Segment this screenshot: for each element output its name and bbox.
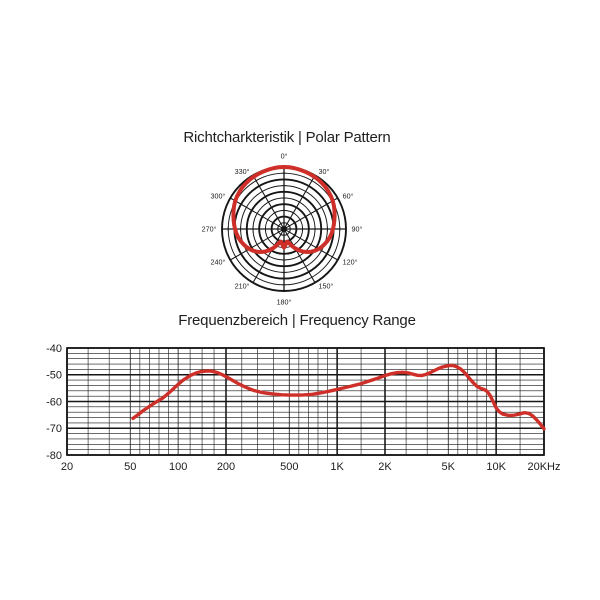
polar-angle-label: 180° — [277, 298, 292, 307]
freq-x-tick-label: 10K — [486, 461, 506, 473]
freq-y-tick-label: -70 — [46, 423, 62, 435]
polar-angle-label: 330° — [235, 167, 250, 176]
freq-x-tick-label: 200 — [217, 461, 235, 473]
freq-y-tick-label: -50 — [46, 370, 62, 382]
freq-y-tick-label: -40 — [46, 343, 62, 355]
polar-angle-label: 30° — [319, 167, 330, 176]
freq-x-tick-label: 500 — [280, 461, 298, 473]
freq-x-tick-label: 2K — [378, 461, 392, 473]
polar-angle-label: 240° — [210, 257, 225, 266]
polar-angle-label: 150° — [319, 282, 334, 291]
frequency-response-curve — [131, 363, 546, 431]
freq-x-tick-label: 1K — [330, 461, 344, 473]
freq-y-tick-label: -80 — [46, 450, 62, 462]
freq-x-axis-labels: 20 50 100 200 500 1K 2K 5K 10K 20KHz — [61, 461, 561, 473]
polar-grid — [221, 166, 347, 292]
polar-center-dot — [281, 226, 287, 232]
freq-y-tick-label: -60 — [46, 396, 62, 408]
freq-x-tick-label: 5K — [442, 461, 456, 473]
polar-section-title: Richtcharkteristik | Polar Pattern — [183, 129, 391, 146]
polar-pattern-chart: 0° 30° 60° 90° 120° 150° 180° 210° 240° 270° 300° 3… — [202, 152, 363, 307]
freq-x-tick-label: 20KHz — [527, 461, 560, 473]
freq-x-tick-label: 100 — [169, 461, 187, 473]
polar-angle-label: 120° — [343, 257, 358, 266]
freq-x-tick-label: 50 — [124, 461, 136, 473]
polar-angle-label: 270° — [202, 224, 217, 233]
polar-angle-label: 90° — [352, 224, 363, 233]
frequency-section-title: Frequenzbereich | Frequency Range — [178, 312, 416, 329]
polar-angle-label: 210° — [235, 282, 250, 291]
freq-grid — [66, 347, 545, 456]
polar-pattern-curve — [231, 165, 337, 255]
polar-angle-label: 0° — [281, 152, 288, 161]
polar-angle-label: 300° — [210, 191, 225, 200]
polar-angle-label: 60° — [343, 191, 354, 200]
polar-angle-labels: 0° 30° 60° 90° 120° 150° 180° 210° 240° 270° 300° 3… — [202, 152, 363, 307]
freq-plot-border — [66, 347, 545, 456]
freq-x-tick-label: 20 — [61, 461, 73, 473]
freq-y-axis-labels: -40 -50 -60 -70 -80 — [46, 343, 62, 462]
